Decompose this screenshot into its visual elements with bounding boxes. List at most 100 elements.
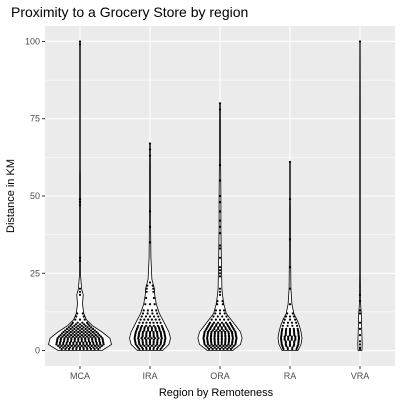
data-point [141,346,144,349]
data-point [83,323,86,326]
data-point [217,330,220,334]
data-point [218,275,222,278]
data-point [147,329,150,332]
data-point [229,344,232,347]
data-point [288,160,292,164]
data-point [145,324,148,327]
data-point [73,344,77,347]
data-point [78,259,82,262]
data-point [95,330,98,334]
data-point [78,293,82,296]
data-point [152,343,155,346]
y-tick-label: 100 [25,36,40,46]
data-point [73,327,76,330]
data-point [151,284,154,287]
data-point [228,326,231,329]
data-point [222,323,225,326]
data-point [210,343,213,346]
data-point [80,344,83,347]
data-point [285,327,288,330]
x-tick-label: ORA [210,371,230,381]
data-point [213,326,216,329]
data-point [86,329,89,332]
data-point [94,334,97,337]
data-point [358,312,362,315]
data-point [224,321,228,324]
data-point [84,330,87,334]
data-point [358,327,362,330]
data-point [70,344,73,347]
data-point [80,330,83,334]
data-point [152,321,155,324]
data-point [63,337,66,340]
data-point [64,329,67,332]
data-point [148,340,152,343]
data-point [153,303,156,306]
data-point [78,204,82,207]
data-point [218,293,222,296]
data-point [91,337,94,340]
data-point [158,318,161,321]
data-point [218,309,222,312]
data-point [141,330,144,334]
data-point [78,343,82,346]
y-tick-label: 50 [30,191,40,201]
data-point [69,330,72,334]
data-point [150,344,153,347]
data-point [297,337,301,340]
data-point [218,247,222,250]
data-point [139,318,142,321]
data-point [68,346,72,349]
data-point [215,344,218,347]
data-point [65,343,68,346]
data-point [90,344,93,347]
data-point [78,323,82,326]
data-point [229,329,232,332]
data-point [57,335,61,338]
data-point [71,326,74,329]
data-point [150,329,153,332]
data-point [90,329,93,332]
data-point [143,318,146,321]
data-point [358,40,362,43]
data-point [88,346,92,349]
data-point [152,338,155,341]
data-point [225,344,228,347]
data-point [73,340,76,343]
data-point [208,347,211,351]
data-point [146,284,149,287]
data-point [358,346,362,349]
data-point [220,343,223,346]
x-axis-title: Region by Remoteness [159,387,274,399]
data-point [142,309,145,312]
data-point [63,334,66,337]
data-point [218,266,222,269]
data-point [218,347,222,351]
data-point [148,281,152,284]
data-point [93,329,96,332]
data-point [214,312,217,315]
data-point [85,341,88,344]
data-point [294,337,297,340]
data-point [288,318,292,321]
data-point [224,334,227,337]
x-axis-ticks: MCA IRA ORA RA VRA [70,366,369,381]
data-point [87,337,90,340]
data-point [208,344,211,347]
data-point [220,340,223,343]
data-point [94,337,97,340]
data-point [292,329,296,332]
violin-ra [277,160,303,351]
data-point [294,318,297,321]
data-point [358,309,362,312]
data-point [68,332,71,335]
data-point [228,321,232,324]
data-point [152,346,155,349]
data-point [286,312,289,315]
data-point [286,346,289,349]
data-point [224,340,227,343]
data-point [220,321,224,324]
data-point [221,315,224,318]
data-point [85,346,88,349]
data-point [291,312,294,315]
